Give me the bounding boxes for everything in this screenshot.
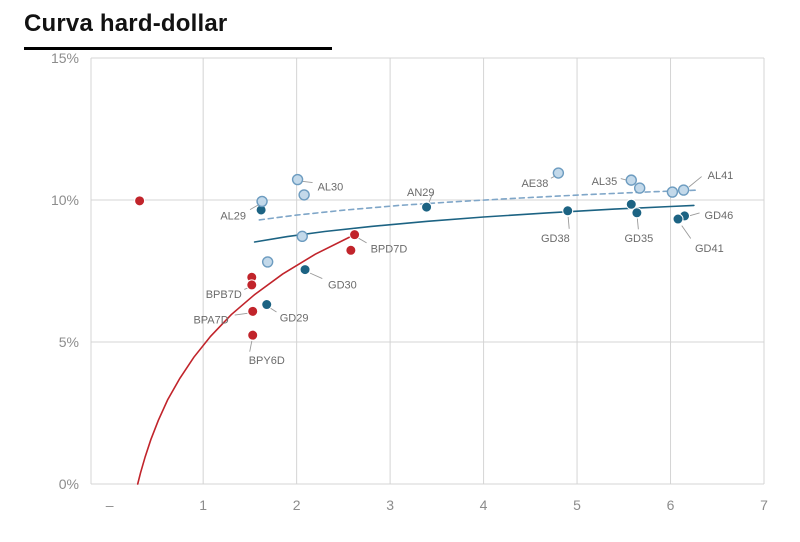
y-axis-tick-label: 5%: [59, 334, 79, 350]
x-axis-tick-label: 5: [573, 497, 581, 513]
point-label-al41: AL41: [708, 170, 734, 182]
data-point-al41: [677, 184, 690, 196]
label-leader-line: [269, 307, 277, 313]
chart-area: 0% 5% 10% 15% – 1 2 3 4 5 6 7 BPB7D BPA7D BPY6D BPD7D GD…: [0, 50, 800, 520]
point-label-gd30: GD30: [328, 280, 357, 292]
point-label-an29: AN29: [407, 187, 435, 199]
x-axis-tick-label: 2: [293, 497, 301, 513]
label-leader-line: [567, 216, 570, 229]
label-leader-line: [249, 340, 253, 352]
curve-red-trend: [136, 233, 356, 485]
data-point: [625, 198, 637, 210]
x-axis-tick-label: 1: [199, 497, 207, 513]
data-point-bpb7d: [246, 279, 258, 291]
label-leader-line: [249, 204, 259, 211]
chart-header: Curva hard-dollar: [0, 0, 800, 50]
point-label-gd35: GD35: [625, 233, 654, 245]
data-point-bpd7d: [349, 229, 361, 241]
data-point-gd41: [672, 213, 684, 225]
data-point-al30: [291, 173, 304, 186]
point-label-gd46: GD46: [705, 210, 734, 222]
data-point-an29: [421, 201, 433, 213]
data-point-bpy6d: [247, 329, 259, 341]
data-point: [345, 244, 357, 256]
label-leader-line: [234, 312, 248, 316]
data-point: [298, 189, 310, 201]
plot-grid: 0% 5% 10% 15% – 1 2 3 4 5 6 7: [51, 50, 768, 513]
point-label-gd29: GD29: [280, 313, 309, 325]
point-label-gd41: GD41: [695, 243, 724, 255]
label-leader-line: [309, 272, 323, 279]
point-label-al35: AL35: [592, 176, 618, 188]
x-axis-tick-label: 7: [760, 497, 768, 513]
data-point-gd35: [631, 207, 643, 219]
label-leader-line: [357, 237, 367, 244]
point-label-ae38: AE38: [521, 178, 548, 190]
plot-points: [134, 167, 702, 352]
point-label-bpy6d: BPY6D: [249, 355, 285, 367]
x-axis-tick-label: 3: [386, 497, 394, 513]
data-point-gd38: [562, 205, 574, 217]
curve-light-blue-trend: [258, 189, 700, 221]
data-point: [261, 256, 274, 268]
data-point-al35: [625, 174, 637, 186]
data-point-gd29: [261, 299, 273, 311]
page-title: Curva hard-dollar: [24, 10, 332, 50]
y-axis-tick-label: 0%: [59, 476, 79, 492]
data-point-al29: [256, 195, 268, 208]
label-leader-line: [301, 180, 313, 183]
data-point-bpa7d: [247, 305, 259, 317]
data-point: [666, 186, 679, 198]
y-axis-tick-label: 10%: [51, 192, 79, 208]
data-point: [296, 230, 308, 243]
x-axis-tick-label: 6: [667, 497, 675, 513]
plot-curves: [136, 189, 700, 485]
point-label-al29: AL29: [220, 210, 246, 222]
x-axis-tick-label: 4: [480, 497, 488, 513]
point-label-bpa7d: BPA7D: [193, 314, 228, 326]
data-point: [633, 182, 646, 194]
plot-labels: BPB7D BPA7D BPY6D BPD7D GD30 GD29 AN29 GD38 GD35…: [193, 170, 733, 367]
point-label-al30: AL30: [318, 182, 344, 194]
data-point: [134, 195, 146, 207]
label-leader-line: [688, 212, 700, 217]
x-axis-tick-label: –: [106, 497, 114, 513]
point-label-bpd7d: BPD7D: [371, 244, 408, 256]
data-point-gd30: [299, 264, 311, 276]
label-leader-line: [688, 176, 702, 188]
data-point-ae38: [552, 167, 565, 179]
y-axis-tick-label: 15%: [51, 50, 79, 66]
label-leader-line: [681, 225, 692, 239]
point-label-bpb7d: BPB7D: [206, 289, 242, 301]
label-leader-line: [636, 218, 639, 230]
point-label-gd38: GD38: [541, 233, 570, 245]
hard-dollar-chart: 0% 5% 10% 15% – 1 2 3 4 5 6 7 BPB7D BPA7D BPY6D BPD7D GD…: [51, 50, 768, 513]
